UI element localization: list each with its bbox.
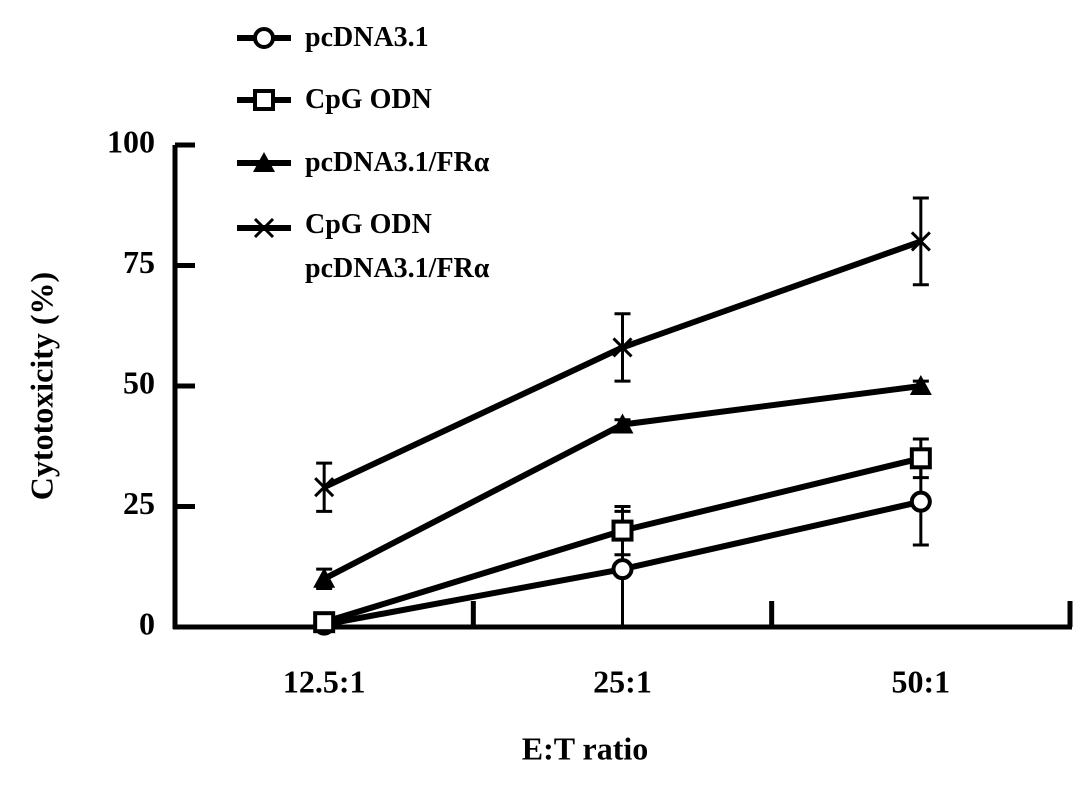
marker — [313, 567, 336, 588]
y-tick-label: 100 — [107, 123, 155, 159]
y-tick-label: 25 — [123, 485, 155, 521]
y-tick-label: 50 — [123, 364, 155, 400]
marker — [909, 375, 932, 395]
x-axis-label: E:T ratio — [522, 730, 649, 766]
marker — [909, 447, 932, 470]
legend-label: CpG ODN — [305, 84, 432, 115]
marker — [313, 611, 336, 634]
marker — [910, 231, 931, 252]
y-tick-label: 0 — [139, 605, 155, 641]
y-tick-label: 75 — [123, 244, 155, 280]
legend-label: pcDNA3.1/FRα — [305, 147, 490, 178]
marker — [253, 89, 275, 111]
legend-label: pcDNA3.1 — [305, 22, 429, 53]
marker — [253, 217, 275, 239]
x-tick-label: 50:1 — [892, 663, 951, 699]
legend-label: CpG ODN pcDNA3.1/FRα — [305, 209, 490, 284]
marker — [611, 413, 634, 434]
marker — [253, 152, 275, 172]
x-tick-label: 12.5:1 — [283, 663, 366, 699]
marker — [611, 519, 634, 542]
marker — [314, 477, 335, 498]
marker — [611, 558, 634, 581]
marker — [253, 27, 275, 49]
x-tick-label: 25:1 — [593, 663, 652, 699]
y-axis-label: Cytotoxicity (%) — [23, 272, 59, 500]
marker — [612, 337, 633, 358]
marker — [909, 490, 932, 513]
